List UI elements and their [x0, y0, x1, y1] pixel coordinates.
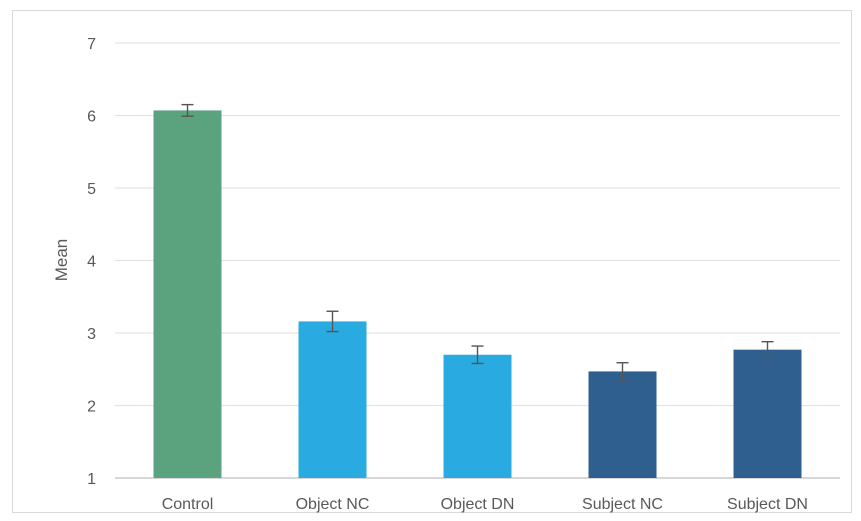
y-tick-label: 1: [87, 471, 96, 488]
x-tick-label: Object NC: [296, 496, 370, 513]
bar: [733, 349, 802, 478]
x-tick-label: Subject NC: [582, 496, 663, 513]
bar: [298, 321, 367, 478]
y-tick-label: 3: [87, 326, 96, 343]
y-tick-label: 5: [87, 181, 96, 198]
x-tick-label: Subject DN: [727, 496, 808, 513]
bar: [153, 110, 222, 479]
x-tick-label: Control: [162, 496, 214, 513]
bar: [443, 354, 512, 478]
y-tick-label: 6: [87, 109, 96, 126]
error-bars: [181, 103, 774, 381]
chart-frame: [12, 10, 852, 513]
y-axis-title: Mean: [52, 239, 71, 282]
y-tick-label: 4: [87, 254, 96, 271]
y-tick-labels: 1 2 3 4 5 6 7: [87, 36, 96, 488]
bars: [153, 110, 802, 479]
x-tick-labels: Control Object NC Object DN Subject NC Subje…: [162, 496, 808, 513]
y-tick-label: 2: [87, 399, 96, 416]
gridlines: [115, 42, 840, 479]
x-tick-label: Object DN: [441, 496, 515, 513]
y-tick-label: 7: [87, 36, 96, 53]
bar: [588, 371, 657, 478]
